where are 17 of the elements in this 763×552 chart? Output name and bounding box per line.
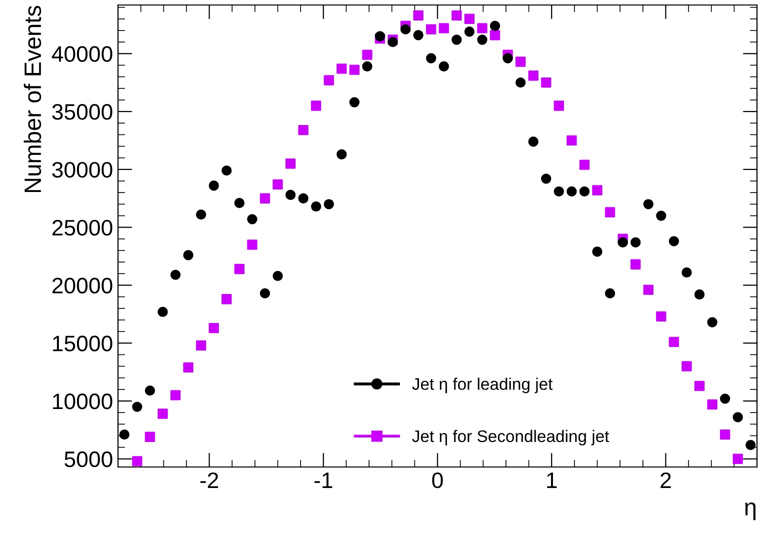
y-tick-label: 10000 [53, 394, 112, 410]
y-tick-label: 25000 [52, 220, 112, 236]
y-tick-label: 35000 [52, 104, 112, 120]
x-tick-label: -2 [200, 472, 218, 488]
y-tick-label: 20000 [52, 278, 112, 294]
y-tick-label: 5000 [64, 451, 112, 468]
x-tick-label: 0 [432, 472, 443, 488]
y-tick-label: 40000 [52, 46, 112, 62]
x-tick-label: -1 [314, 472, 332, 488]
legend-label: Jet η for Secondleading jet [412, 430, 610, 446]
y-axis-title: Number of Events [24, 6, 42, 192]
y-tick-label: 30000 [52, 162, 112, 178]
x-axis-title: η [745, 502, 756, 520]
x-tick-label: 1 [547, 472, 557, 488]
x-tick-label: 2 [660, 472, 671, 488]
y-tick-label: 15000 [53, 336, 112, 352]
legend-label: Jet η for leading jet [412, 378, 553, 394]
